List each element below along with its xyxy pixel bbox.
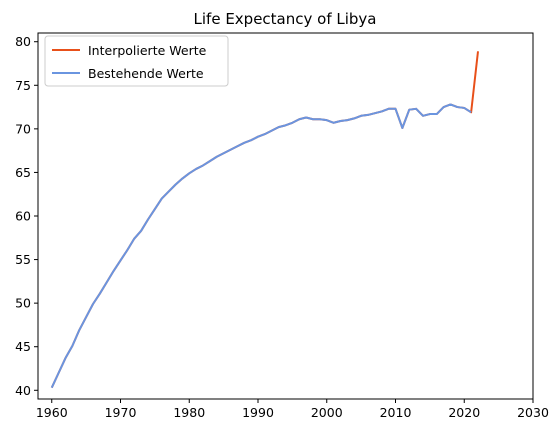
y-tick-label: 70 [15, 121, 31, 136]
legend-box [44, 35, 229, 87]
x-tick-label: 1990 [242, 405, 274, 420]
x-tick-label: 1960 [36, 405, 68, 420]
plot-frame [37, 32, 534, 400]
y-tick-label: 55 [15, 252, 31, 267]
y-tick-label: 40 [15, 383, 31, 398]
y-tick-label: 65 [15, 165, 31, 180]
x-tick-label: 2010 [380, 405, 412, 420]
legend-label-existing: Bestehende Werte [88, 66, 204, 81]
chart-title: Life Expectancy of Libya [194, 10, 377, 28]
x-tick-label: 1970 [105, 405, 137, 420]
x-tick-label: 2030 [517, 405, 549, 420]
series-lines [50, 51, 479, 389]
x-tick-label: 2020 [448, 405, 480, 420]
y-tick-label: 60 [15, 209, 31, 224]
legend: Interpolierte Werte Bestehende Werte [44, 35, 229, 87]
y-tick-label: 75 [15, 78, 31, 93]
x-tick-label: 1980 [173, 405, 205, 420]
x-tick-label: 2000 [311, 405, 343, 420]
series-line-existing [50, 103, 472, 389]
y-tick-label: 80 [15, 34, 31, 49]
x-axis: 1960 1970 1980 1990 2000 2010 2020 2030 [36, 399, 549, 420]
y-axis: 40 45 50 55 60 65 70 75 80 [15, 34, 38, 398]
y-tick-label: 45 [15, 339, 31, 354]
legend-label-interpolated: Interpolierte Werte [88, 43, 207, 58]
y-tick-label: 50 [15, 296, 31, 311]
